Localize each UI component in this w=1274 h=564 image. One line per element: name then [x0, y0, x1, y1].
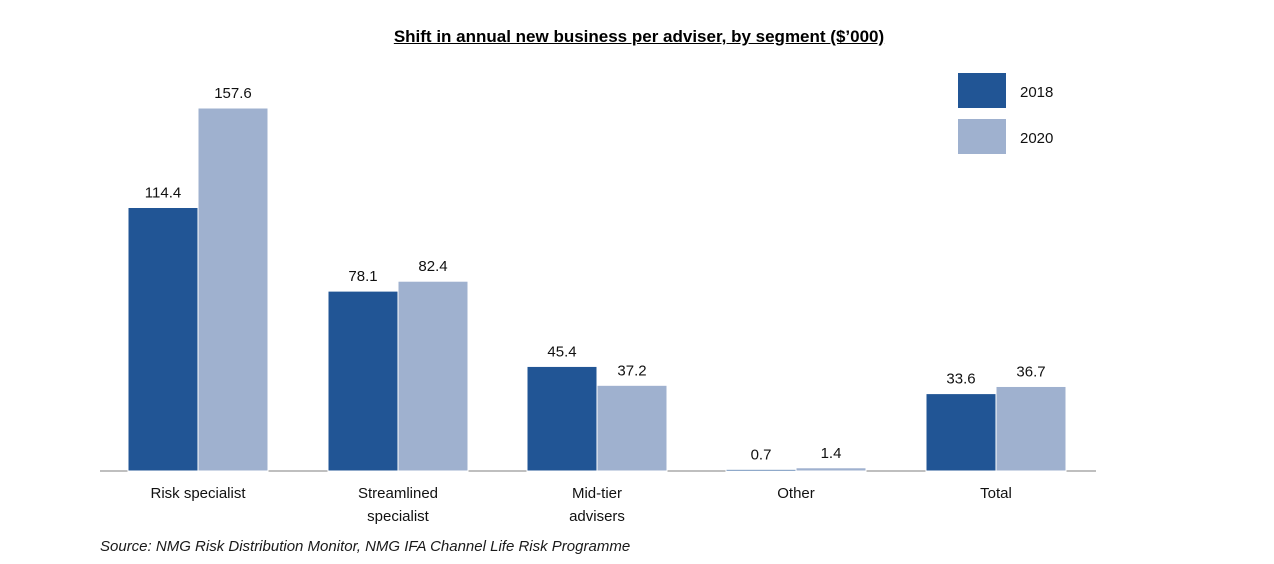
- category-labels-layer: Risk specialist Streamlined specialist Mid-…: [150, 485, 1011, 525]
- value-label-mid-tier-advisers-2018: 45.4: [547, 343, 576, 360]
- bar-total-2018: [925, 393, 997, 472]
- chart-title: Shift in annual new business per adviser…: [393, 27, 885, 46]
- category-label-risk-specialist: Risk specialist: [150, 485, 246, 502]
- bar-mid-tier-advisers-2018: [526, 365, 598, 472]
- legend-swatch-2018: [958, 73, 1006, 108]
- value-label-streamlined-specialist-2018: 78.1: [348, 268, 377, 285]
- bar-other-2018: [725, 468, 797, 472]
- value-label-mid-tier-advisers-2020: 37.2: [617, 362, 646, 379]
- value-label-other-2018: 0.7: [751, 446, 772, 463]
- value-label-risk-specialist-2018: 114.4: [145, 185, 181, 202]
- bar-risk-specialist-2018: [127, 207, 199, 472]
- source-note: Source: NMG Risk Distribution Monitor, N…: [100, 538, 631, 555]
- bar-streamlined-specialist-2018: [327, 290, 399, 472]
- value-label-risk-specialist-2020: 157.6: [214, 85, 252, 102]
- legend-label-2018: 2018: [1020, 84, 1053, 101]
- value-label-streamlined-specialist-2020: 82.4: [418, 258, 447, 275]
- value-label-total-2018: 33.6: [946, 371, 975, 388]
- legend-swatch-2020: [958, 119, 1006, 154]
- bar-mid-tier-advisers-2020: [596, 384, 668, 472]
- category-label-streamlined-specialist: Streamlined specialist: [358, 485, 438, 525]
- legend-label-2020: 2020: [1020, 130, 1053, 147]
- bars-layer: [127, 107, 1067, 472]
- value-label-other-2020: 1.4: [821, 445, 842, 462]
- legend: 2018 2020: [958, 73, 1053, 154]
- category-label-total: Total: [980, 485, 1012, 502]
- bar-other-2020: [795, 467, 867, 472]
- bar-risk-specialist-2020: [197, 107, 269, 472]
- category-label-other: Other: [777, 485, 815, 502]
- category-label-mid-tier-advisers: Mid-tier advisers: [569, 485, 625, 525]
- bar-total-2020: [995, 385, 1067, 472]
- bar-streamlined-specialist-2020: [397, 280, 469, 472]
- value-labels-layer: 114.4 157.6 78.1 82.4 45.4 37.2 0.7 1.4 33.6 36.7: [145, 85, 1046, 463]
- value-label-total-2020: 36.7: [1016, 363, 1045, 380]
